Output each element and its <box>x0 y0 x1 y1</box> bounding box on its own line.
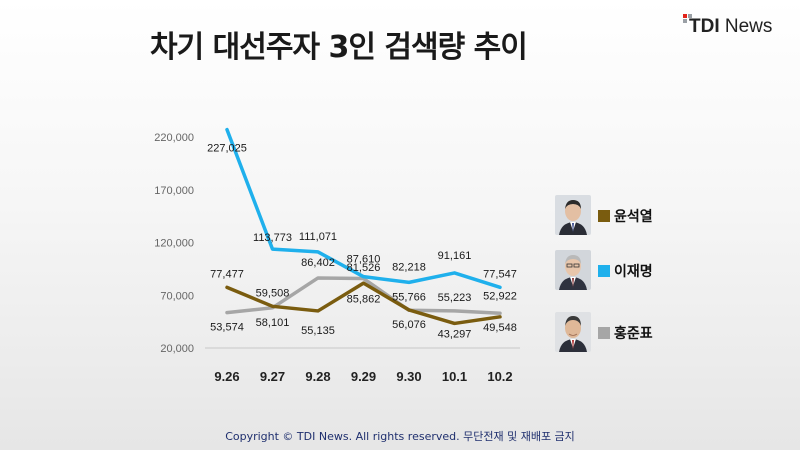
data-label-series-1: 59,508 <box>256 287 290 299</box>
data-label-series-3: 52,922 <box>483 290 517 302</box>
legend-label-3: 홍준표 <box>614 326 653 342</box>
series-line-1 <box>225 281 502 326</box>
x-tick-label: 9.27 <box>260 369 285 384</box>
data-label-series-1: 81,526 <box>347 262 381 274</box>
person-photo-2 <box>555 250 591 290</box>
data-label-series-2: 113,773 <box>253 232 292 244</box>
data-label-series-2: 87,610 <box>347 254 381 266</box>
legend-label-1: 윤석열 <box>614 209 653 225</box>
person-photo-1 <box>555 195 591 235</box>
legend-swatch-1 <box>598 210 610 222</box>
data-label-series-2: 111,071 <box>299 231 337 243</box>
brand-text-news: News <box>724 16 773 37</box>
data-label-series-3: 55,766 <box>392 291 426 303</box>
data-label-series-2: 77,547 <box>483 268 517 280</box>
data-label-series-1: 77,477 <box>210 268 244 280</box>
y-tick-label: 70,000 <box>160 290 194 302</box>
chart-title: 차기 대선주자 3인 검색량 추이 <box>150 30 528 65</box>
brand-text-tdi: TDI <box>689 16 720 37</box>
data-label-series-2: 91,161 <box>438 250 472 262</box>
x-tick-label: 9.30 <box>396 369 421 384</box>
y-tick-label: 120,000 <box>154 238 194 250</box>
data-label-series-2: 227,025 <box>207 143 247 155</box>
data-label-series-1: 55,135 <box>301 325 335 337</box>
legend-label-2: 이재명 <box>614 264 653 280</box>
legend-swatch-3 <box>598 327 610 339</box>
x-tick-label: 9.26 <box>214 369 239 384</box>
legend-swatch-2 <box>598 265 610 277</box>
x-tick-label: 10.1 <box>442 369 467 384</box>
data-label-series-3: 55,223 <box>438 292 472 304</box>
x-tick-label: 10.2 <box>487 369 512 384</box>
x-tick-label: 9.29 <box>351 369 376 384</box>
data-label-series-3: 58,101 <box>256 317 290 329</box>
y-tick-label: 20,000 <box>160 343 194 355</box>
y-tick-label: 170,000 <box>154 185 194 197</box>
x-tick-label: 9.28 <box>305 369 330 384</box>
copyright-footer: Copyright © TDI News. All rights reserve… <box>225 430 575 443</box>
brand-mark-icon <box>683 14 693 24</box>
brand-text: TDI News <box>689 16 772 38</box>
data-label-series-1: 49,548 <box>483 322 517 334</box>
data-label-series-3: 86,402 <box>301 257 335 269</box>
data-label-series-3: 85,862 <box>347 294 381 306</box>
y-tick-label: 220,000 <box>154 132 194 144</box>
data-label-series-2: 82,218 <box>392 261 426 273</box>
series-line-2 <box>225 127 502 290</box>
person-photo-3 <box>555 312 591 352</box>
data-label-series-3: 53,574 <box>210 322 244 334</box>
data-label-series-1: 56,076 <box>392 319 426 331</box>
data-label-series-1: 43,297 <box>438 328 472 340</box>
